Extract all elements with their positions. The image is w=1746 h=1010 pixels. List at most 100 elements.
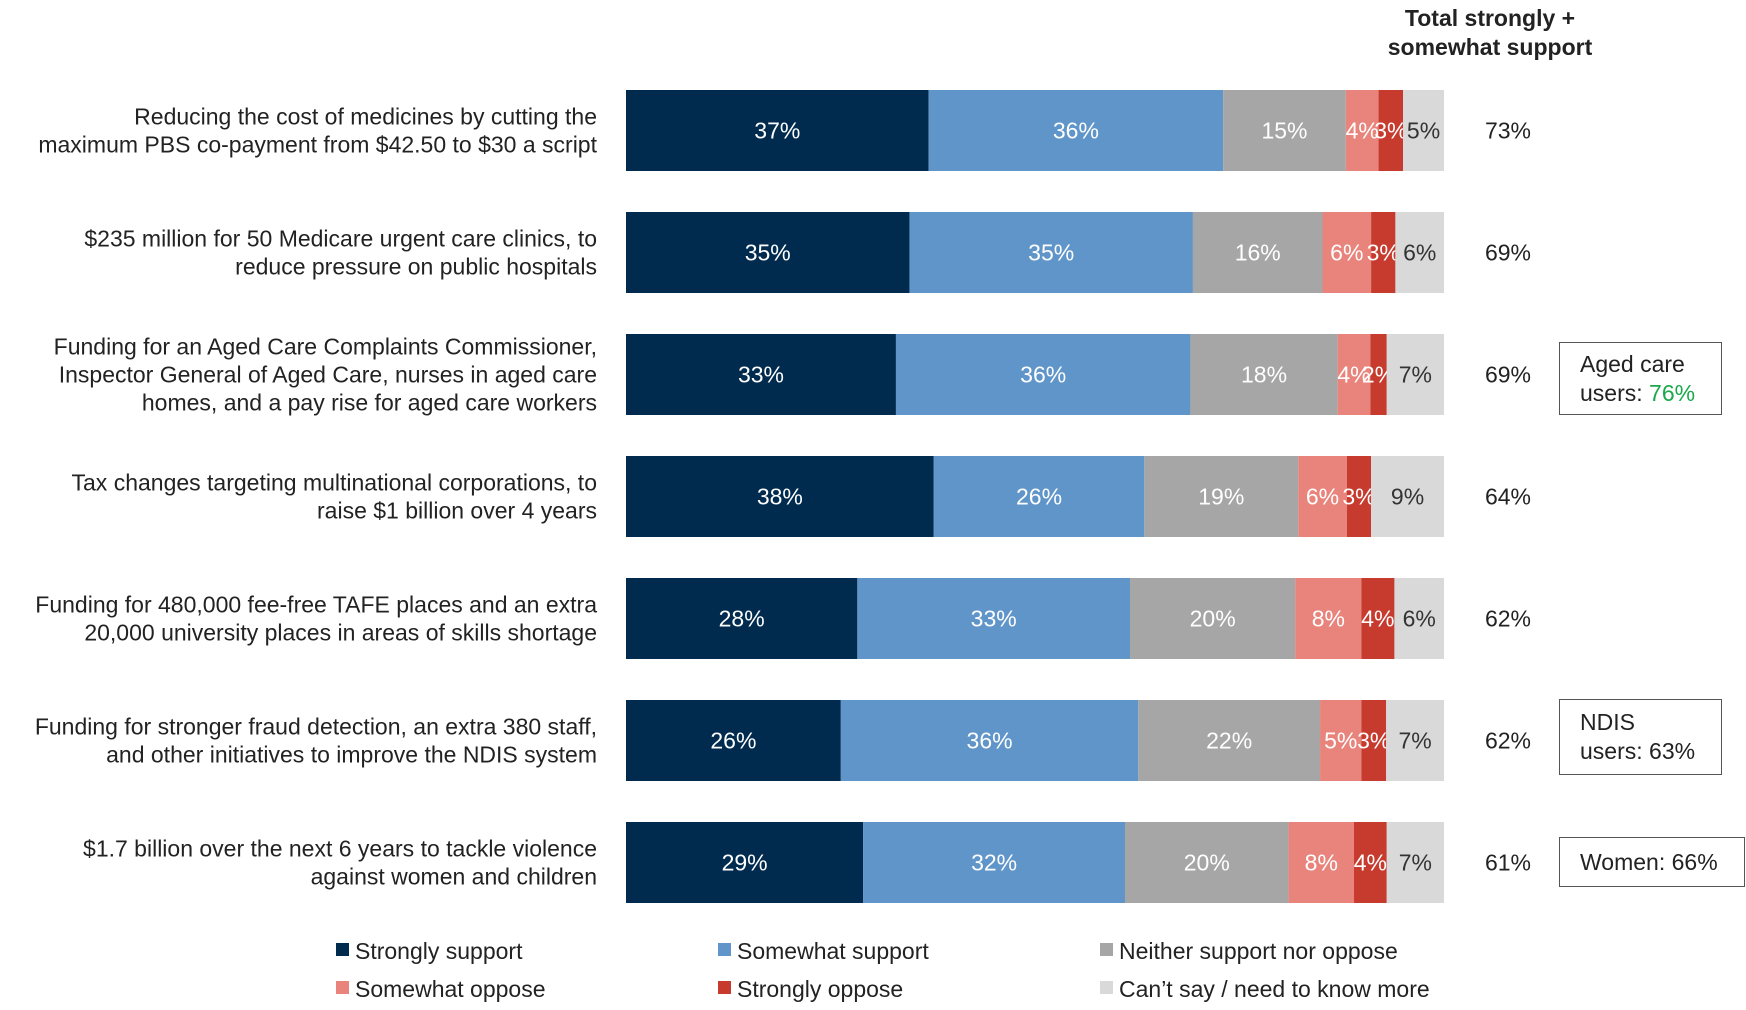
callout-line1: Aged care bbox=[1580, 350, 1685, 377]
callout-aged-care-users: Aged care users: 76% bbox=[1559, 342, 1722, 415]
bar-segment-neither-support-nor-oppose bbox=[1124, 822, 1289, 903]
bar-segment-can-t-say-need-to-know-more bbox=[1394, 578, 1444, 659]
category-label-line: Inspector General of Aged Care, nurses i… bbox=[59, 362, 597, 388]
total-support-value: 69% bbox=[1485, 240, 1531, 266]
callout-ndis-users: NDIS users: 63% bbox=[1559, 699, 1722, 775]
data-label: 26% bbox=[1016, 484, 1062, 510]
data-label: 19% bbox=[1198, 484, 1244, 510]
category-label: $235 million for 50 Medicare urgent care… bbox=[84, 226, 597, 280]
category-label-line: Funding for an Aged Care Complaints Comm… bbox=[54, 334, 597, 360]
data-label: 6% bbox=[1330, 240, 1363, 266]
bar-segment-can-t-say-need-to-know-more bbox=[1371, 456, 1444, 537]
bar-segment-neither-support-nor-oppose bbox=[1192, 212, 1323, 293]
bar-segment-strongly-support bbox=[626, 334, 896, 415]
bar-segment-strongly-oppose bbox=[1346, 456, 1372, 537]
data-label: 6% bbox=[1403, 240, 1436, 266]
data-label: 35% bbox=[1028, 240, 1074, 266]
data-label: 5% bbox=[1324, 728, 1357, 754]
legend-label: Strongly oppose bbox=[737, 976, 903, 1002]
legend-swatch bbox=[336, 981, 349, 994]
category-label-line: $235 million for 50 Medicare urgent care… bbox=[84, 226, 597, 252]
data-label: 33% bbox=[738, 362, 784, 388]
bar-segment-neither-support-nor-oppose bbox=[1138, 700, 1321, 781]
total-support-value: 62% bbox=[1485, 728, 1531, 754]
data-label: 8% bbox=[1305, 850, 1338, 876]
bar-segment-somewhat-support bbox=[909, 212, 1193, 293]
data-label: 26% bbox=[710, 728, 756, 754]
legend-swatch bbox=[718, 943, 731, 956]
data-label: 33% bbox=[971, 606, 1017, 632]
bar-segment-neither-support-nor-oppose bbox=[1190, 334, 1338, 415]
data-label: 6% bbox=[1306, 484, 1339, 510]
bar-segment-strongly-oppose bbox=[1354, 822, 1387, 903]
data-label: 35% bbox=[745, 240, 791, 266]
total-support-value: 73% bbox=[1485, 118, 1531, 144]
data-label: 32% bbox=[971, 850, 1017, 876]
bar-segment-strongly-oppose bbox=[1370, 334, 1387, 415]
legend-swatch bbox=[1100, 981, 1113, 994]
category-label: Funding for 480,000 fee-free TAFE places… bbox=[35, 592, 597, 646]
bar-segment-strongly-support bbox=[626, 822, 864, 903]
bar-segment-neither-support-nor-oppose bbox=[1144, 456, 1299, 537]
data-label: 20% bbox=[1184, 850, 1230, 876]
bar-segment-somewhat-support bbox=[928, 90, 1224, 171]
total-support-value: 61% bbox=[1485, 850, 1531, 876]
data-label: 3% bbox=[1342, 484, 1375, 510]
category-label-line: Reducing the cost of medicines by cuttin… bbox=[134, 104, 597, 130]
bar-segment-strongly-oppose bbox=[1378, 90, 1404, 171]
data-label: 7% bbox=[1399, 362, 1432, 388]
bar-segment-strongly-oppose bbox=[1371, 212, 1396, 293]
category-label-line: 20,000 university places in areas of ski… bbox=[84, 620, 597, 646]
data-label: 9% bbox=[1391, 484, 1424, 510]
callout-highlight-value: 76% bbox=[1649, 379, 1696, 406]
bar-segment-strongly-oppose bbox=[1361, 578, 1395, 659]
category-label-line: Funding for 480,000 fee-free TAFE places… bbox=[35, 592, 597, 618]
bar-segment-somewhat-oppose bbox=[1337, 334, 1371, 415]
data-label: 37% bbox=[754, 118, 800, 144]
legend-label: Somewhat oppose bbox=[355, 976, 546, 1002]
data-label: 4% bbox=[1361, 606, 1394, 632]
bar-segment-somewhat-oppose bbox=[1322, 212, 1372, 293]
data-label: 36% bbox=[967, 728, 1013, 754]
data-label: 4% bbox=[1346, 118, 1379, 144]
data-label: 7% bbox=[1399, 850, 1432, 876]
callout-line2-prefix: users: bbox=[1580, 379, 1650, 406]
bar-segment-somewhat-support bbox=[857, 578, 1131, 659]
category-label-line: maximum PBS co-payment from $42.50 to $3… bbox=[38, 132, 597, 158]
bar-segment-somewhat-oppose bbox=[1295, 578, 1362, 659]
total-support-header: Total strongly + somewhat support bbox=[1360, 4, 1620, 62]
bar-segment-somewhat-support bbox=[933, 456, 1145, 537]
total-support-value: 64% bbox=[1485, 484, 1531, 510]
bar-segment-somewhat-oppose bbox=[1345, 90, 1379, 171]
total-support-value: 69% bbox=[1485, 362, 1531, 388]
bar-segment-strongly-oppose bbox=[1361, 700, 1387, 781]
data-label: 4% bbox=[1354, 850, 1387, 876]
data-label: 29% bbox=[722, 850, 768, 876]
category-label: Tax changes targeting multinational corp… bbox=[72, 470, 597, 524]
total-support-value: 62% bbox=[1485, 606, 1531, 632]
callout-line1: Women: 66% bbox=[1580, 848, 1718, 875]
data-label: 22% bbox=[1206, 728, 1252, 754]
data-label: 7% bbox=[1398, 728, 1431, 754]
data-label: 8% bbox=[1312, 606, 1345, 632]
data-label: 38% bbox=[757, 484, 803, 510]
data-label: 36% bbox=[1020, 362, 1066, 388]
category-label: $1.7 billion over the next 6 years to ta… bbox=[83, 836, 597, 890]
callout-line2: users: 63% bbox=[1580, 738, 1696, 764]
category-label-line: homes, and a pay rise for aged care work… bbox=[142, 390, 597, 416]
legend-label: Somewhat support bbox=[737, 938, 929, 964]
category-label-line: reduce pressure on public hospitals bbox=[235, 254, 597, 280]
bar-segment-can-t-say-need-to-know-more bbox=[1386, 334, 1444, 415]
category-label-line: Funding for stronger fraud detection, an… bbox=[35, 714, 597, 740]
bar-segment-neither-support-nor-oppose bbox=[1130, 578, 1296, 659]
category-label-line: against women and children bbox=[311, 864, 597, 890]
category-label-line: and other initiatives to improve the NDI… bbox=[106, 742, 597, 768]
legend-swatch bbox=[718, 981, 731, 994]
total-header-line1: Total strongly + bbox=[1404, 5, 1576, 31]
bar-segment-can-t-say-need-to-know-more bbox=[1386, 822, 1444, 903]
total-header-line2: somewhat support bbox=[1387, 34, 1593, 60]
bar-segment-strongly-support bbox=[626, 90, 929, 171]
bar-segment-strongly-support bbox=[626, 456, 934, 537]
bar-segment-can-t-say-need-to-know-more bbox=[1386, 700, 1444, 781]
